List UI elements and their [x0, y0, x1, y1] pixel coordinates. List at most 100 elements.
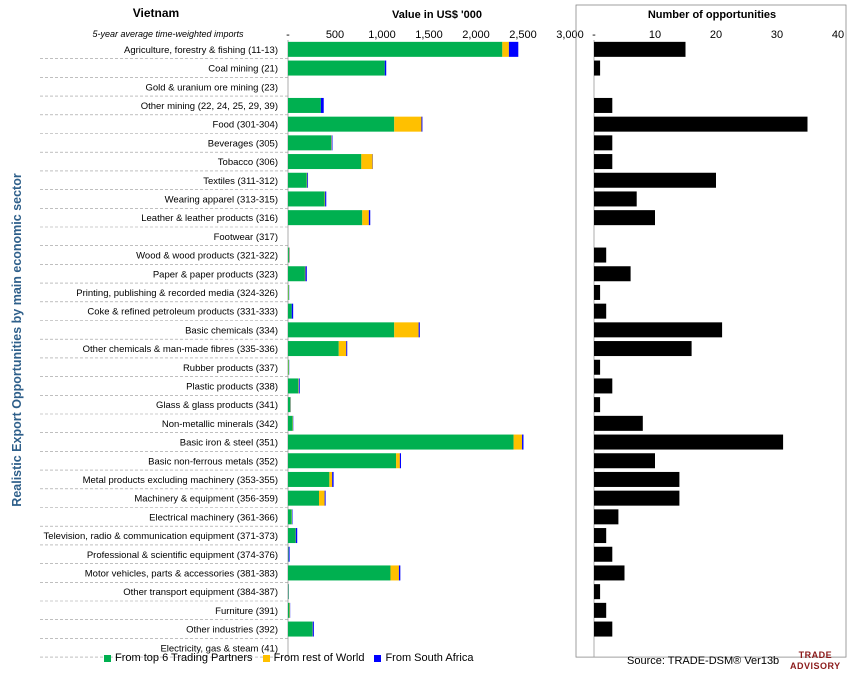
y-axis-title-text: Realistic Export Opportunities by main e…	[10, 173, 24, 507]
category-label: Coke & refined petroleum products (331-3…	[87, 307, 278, 318]
count-bar	[594, 546, 613, 562]
value-bar-segment	[502, 41, 509, 57]
value-tick-label: 2,000	[462, 29, 490, 41]
value-bar-segment	[368, 210, 371, 226]
value-bar-segment	[361, 154, 373, 170]
category-label: Professional & scientific equipment (374…	[87, 550, 278, 561]
count-tick-label: 10	[649, 29, 661, 41]
count-bar	[594, 602, 607, 618]
value-bar-segment	[288, 359, 289, 375]
source-note: Source: TRADE-DSM® Ver13b	[627, 655, 780, 667]
value-bar-segment	[324, 490, 326, 506]
count-bar	[594, 284, 601, 300]
subtitle: 5-year average time-weighted imports	[92, 29, 244, 39]
value-bar-segment	[288, 154, 362, 170]
category-label: Other chemicals & man-made fibres (335-3…	[83, 344, 278, 355]
category-label: Metal products excluding machinery (353-…	[83, 475, 278, 486]
count-panel-border	[575, 4, 847, 658]
category-label: Plastic products (338)	[186, 381, 278, 392]
value-bar-segment	[399, 453, 401, 469]
count-tick-label: 20	[710, 29, 722, 41]
value-bar-segment	[288, 60, 385, 76]
legend-item-sa: From South Africa	[374, 652, 473, 664]
value-tick-label: 1,500	[415, 29, 443, 41]
count-bar	[594, 471, 680, 487]
count-bar	[594, 397, 601, 413]
count-bar	[594, 490, 680, 506]
category-label: Paper & paper products (323)	[153, 269, 278, 280]
value-bar-segment	[288, 434, 514, 450]
count-bar	[594, 341, 692, 357]
count-bar	[594, 154, 613, 170]
count-bar	[594, 41, 686, 57]
value-bar-segment	[307, 172, 309, 188]
logo-line-1: TRADE	[798, 650, 833, 660]
value-bar-segment	[288, 266, 305, 282]
category-label: Rubber products (337)	[183, 363, 278, 374]
legend-label: From top 6 Trading Partners	[115, 652, 253, 664]
category-label: Other transport equipment (384-387)	[123, 587, 278, 598]
value-bar-segment	[288, 453, 397, 469]
category-label: Agriculture, forestry & fishing (11-13)	[124, 45, 278, 56]
count-bar	[594, 584, 601, 600]
value-bar-segment	[305, 266, 307, 282]
category-label: Television, radio & communication equipm…	[44, 531, 278, 542]
value-bar-segment	[288, 528, 296, 544]
category-label: Leather & leather products (316)	[141, 213, 278, 224]
count-bar	[594, 191, 637, 207]
value-bar-segment	[398, 565, 401, 581]
value-bar-segment	[362, 210, 369, 226]
count-bar	[594, 172, 716, 188]
count-bar	[594, 303, 607, 319]
category-label: Coal mining (21)	[208, 64, 278, 75]
value-tick-label: 3,000	[556, 29, 584, 41]
value-bar-segment	[288, 322, 395, 338]
value-bar-segment	[288, 490, 320, 506]
value-bar-segment	[384, 60, 387, 76]
value-bar-segment	[288, 509, 292, 525]
value-bar-segment	[346, 341, 348, 357]
category-label: Gold & uranium ore mining (23)	[145, 82, 278, 93]
count-bar	[594, 415, 643, 431]
value-bar-segment	[394, 322, 419, 338]
value-bar-segment	[288, 341, 339, 357]
category-label: Basic non-ferrous metals (352)	[148, 456, 278, 467]
value-tick-label: -	[286, 29, 290, 41]
value-bar-segment	[288, 602, 290, 618]
value-bar-segment	[418, 322, 420, 338]
count-tick-label: -	[592, 29, 596, 41]
legend-item-row: From rest of World	[262, 652, 365, 664]
value-bar-segment	[421, 116, 423, 132]
value-bar-segment	[288, 378, 299, 394]
count-bar	[594, 116, 808, 132]
value-bar-segment	[288, 397, 291, 413]
value-tick-label: 2,500	[509, 29, 537, 41]
value-axis-title: Value in US$ '000	[392, 9, 482, 21]
count-bar	[594, 565, 625, 581]
legend-label: From rest of World	[273, 652, 365, 664]
value-bar-segment	[288, 97, 321, 113]
category-label: Footwear (317)	[214, 232, 278, 243]
category-label: Tobacco (306)	[218, 157, 278, 168]
value-bar-segment	[288, 41, 503, 57]
count-bar	[594, 453, 655, 469]
count-bar	[594, 509, 619, 525]
value-tick-label: 500	[326, 29, 344, 41]
value-bar-segment	[288, 565, 391, 581]
value-bar-segment	[513, 434, 523, 450]
value-bar-segment	[288, 546, 290, 562]
legend-swatch-green	[104, 654, 111, 662]
value-bar-segment	[332, 471, 334, 487]
category-label: Non-metallic minerals (342)	[162, 419, 278, 430]
legend-swatch-yellow	[262, 654, 270, 662]
value-bar-segment	[390, 565, 399, 581]
value-bar-segment	[295, 528, 298, 544]
trade-advisory-logo: TRADE ADVISORY	[790, 650, 841, 672]
legend-label: From South Africa	[385, 652, 474, 664]
logo-line-2: ADVISORY	[790, 661, 841, 671]
value-bar-segment	[288, 621, 313, 637]
value-bar-segment	[508, 41, 519, 57]
category-label: Wood & wood products (321-322)	[136, 251, 278, 262]
count-tick-label: 40	[832, 29, 844, 41]
